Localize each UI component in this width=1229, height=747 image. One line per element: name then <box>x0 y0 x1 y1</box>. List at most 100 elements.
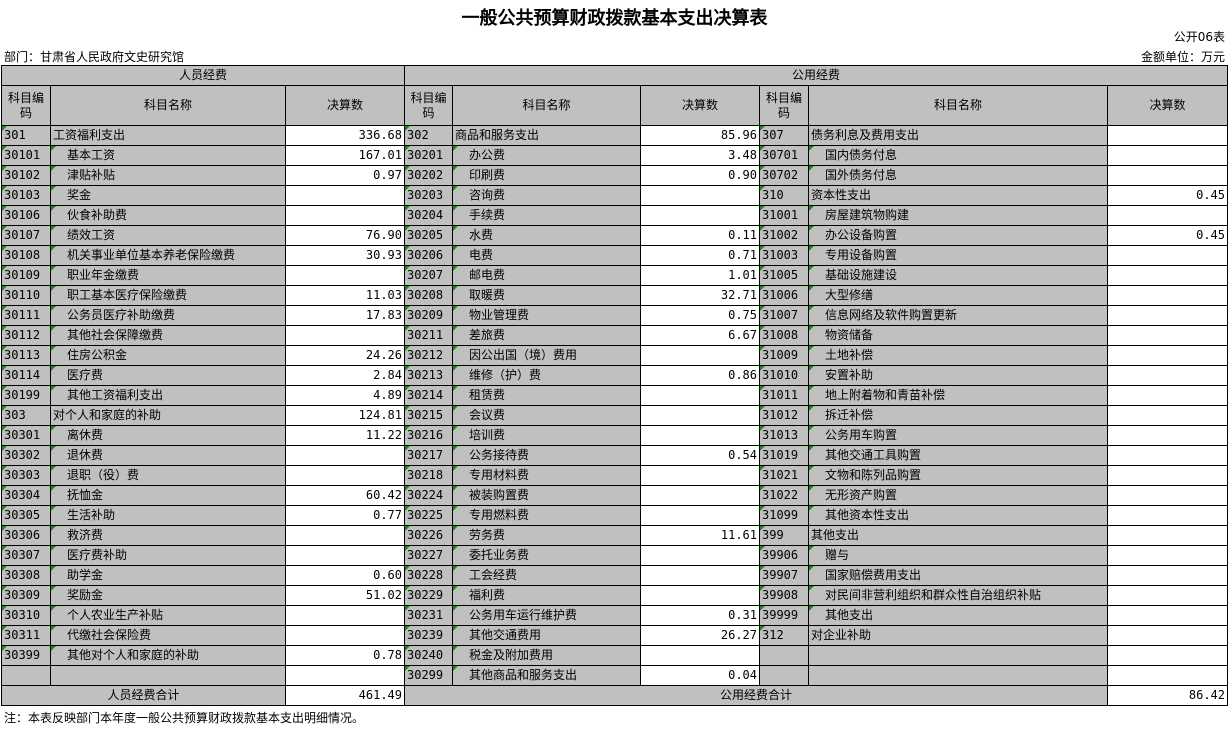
subject-name: 被装购置费 <box>452 485 641 506</box>
subject-code: 302 <box>404 125 453 146</box>
subject-name: 医疗费补助 <box>50 545 286 566</box>
amount-value: 0.60 <box>285 565 405 586</box>
personnel-header: 人员经费 <box>1 65 405 86</box>
subject-code: 30212 <box>404 345 453 366</box>
amount-header: 决算数 <box>1107 85 1228 126</box>
subject-name: 离休费 <box>50 425 286 446</box>
subject-code: 30224 <box>404 485 453 506</box>
subject-code: 30211 <box>404 325 453 346</box>
table-row: 30108 机关事业单位基本养老保险缴费 30.93 30206 电费 0.71 31003… <box>1 245 1228 266</box>
subject-code: 31006 <box>759 285 809 306</box>
table-row: 30102 津贴补贴 0.97 30202 印刷费 0.90 30702 国外债务付息 <box>1 165 1228 186</box>
subject-name <box>808 665 1108 686</box>
subject-code: 30229 <box>404 585 453 606</box>
subject-code: 30702 <box>759 165 809 186</box>
subject-name: 土地补偿 <box>808 345 1108 366</box>
subject-name: 救济费 <box>50 525 286 546</box>
subject-name: 房屋建筑物购建 <box>808 205 1108 226</box>
code-header: 科目编码 <box>1 85 51 126</box>
table-row: 30399 其他对个人和家庭的补助 0.78 30240 税金及附加费用 <box>1 645 1228 666</box>
subject-name: 对企业补助 <box>808 625 1108 646</box>
subject-code: 30225 <box>404 505 453 526</box>
subject-name: 文物和陈列品购置 <box>808 465 1108 486</box>
subject-code: 399 <box>759 525 809 546</box>
amount-value <box>285 205 405 226</box>
amount-value <box>1107 265 1228 286</box>
table-row: 30299 其他商品和服务支出 0.04 <box>1 665 1228 686</box>
subject-code <box>759 665 809 686</box>
subject-name: 其他资本性支出 <box>808 505 1108 526</box>
amount-value: 0.31 <box>640 605 760 626</box>
amount-value <box>1107 565 1228 586</box>
amount-header: 决算数 <box>640 85 760 126</box>
amount-value: 51.02 <box>285 585 405 606</box>
subject-code: 30207 <box>404 265 453 286</box>
subject-name: 退职（役）费 <box>50 465 286 486</box>
amount-value <box>1107 545 1228 566</box>
subject-code: 30214 <box>404 385 453 406</box>
subject-code: 30203 <box>404 185 453 206</box>
amount-value <box>1107 425 1228 446</box>
subject-code: 39999 <box>759 605 809 626</box>
subject-code: 30110 <box>1 285 51 306</box>
subject-code: 39906 <box>759 545 809 566</box>
table-row: 30308 助学金 0.60 30228 工会经费 39907 国家赔偿费用支出 <box>1 565 1228 586</box>
amount-value: 336.68 <box>285 125 405 146</box>
subject-code: 30113 <box>1 345 51 366</box>
amount-value: 0.78 <box>285 645 405 666</box>
department-label: 部门：甘肃省人民政府文史研究馆 <box>4 50 185 64</box>
amount-value: 0.77 <box>285 505 405 526</box>
amount-value <box>1107 645 1228 666</box>
amount-value: 6.67 <box>640 325 760 346</box>
public-total-label: 公用经费合计 <box>404 685 1108 706</box>
table-row: 30109 职业年金缴费 30207 邮电费 1.01 31005 基础设施建设 <box>1 265 1228 286</box>
table-row: 30110 职工基本医疗保险缴费 11.03 30208 取暖费 32.71 31006 大型… <box>1 285 1228 306</box>
expenditure-table: 人员经费 公用经费 科目编码 科目名称 决算数 科目编码 科目名称 决算数 科目… <box>1 65 1228 706</box>
amount-value <box>640 585 760 606</box>
amount-value <box>1107 585 1228 606</box>
subject-name: 因公出国（境）费用 <box>452 345 641 366</box>
amount-value <box>1107 465 1228 486</box>
amount-value <box>640 645 760 666</box>
amount-value: 1.01 <box>640 265 760 286</box>
amount-value: 2.84 <box>285 365 405 386</box>
subject-name: 津贴补贴 <box>50 165 286 186</box>
amount-value <box>640 565 760 586</box>
subject-code: 30206 <box>404 245 453 266</box>
personnel-total-value: 461.49 <box>285 685 405 706</box>
subject-code: 30228 <box>404 565 453 586</box>
subject-name: 办公设备购置 <box>808 225 1108 246</box>
subject-name: 住房公积金 <box>50 345 286 366</box>
subject-code: 39908 <box>759 585 809 606</box>
table-row: 30311 代缴社会保险费 30239 其他交通费用 26.27 312 对企业补助 <box>1 625 1228 646</box>
amount-value <box>640 485 760 506</box>
amount-value: 26.27 <box>640 625 760 646</box>
amount-value <box>1107 385 1228 406</box>
subject-code: 310 <box>759 185 809 206</box>
subject-name: 对民间非营利组织和群众性自治组织补贴 <box>808 585 1108 606</box>
personnel-total-label: 人员经费合计 <box>1 685 286 706</box>
subject-name: 医疗费 <box>50 365 286 386</box>
amount-value <box>1107 345 1228 366</box>
name-header: 科目名称 <box>452 85 641 126</box>
table-row: 30113 住房公积金 24.26 30212 因公出国（境）费用 31009 土地补偿 <box>1 345 1228 366</box>
amount-value <box>640 465 760 486</box>
subject-code: 31012 <box>759 405 809 426</box>
subject-name: 租赁费 <box>452 385 641 406</box>
amount-value <box>1107 405 1228 426</box>
subject-code: 31002 <box>759 225 809 246</box>
subject-name: 助学金 <box>50 565 286 586</box>
amount-value <box>640 385 760 406</box>
amount-value: 76.90 <box>285 225 405 246</box>
amount-value <box>285 185 405 206</box>
subject-name: 国外债务付息 <box>808 165 1108 186</box>
subject-name <box>50 665 286 686</box>
subject-name: 伙食补助费 <box>50 205 286 226</box>
subject-code: 30227 <box>404 545 453 566</box>
amount-value <box>640 345 760 366</box>
table-row: 30306 救济费 30226 劳务费 11.61 399 其他支出 <box>1 525 1228 546</box>
subject-code <box>759 645 809 666</box>
amount-value: 11.03 <box>285 285 405 306</box>
amount-value <box>285 665 405 686</box>
amount-value: 0.86 <box>640 365 760 386</box>
